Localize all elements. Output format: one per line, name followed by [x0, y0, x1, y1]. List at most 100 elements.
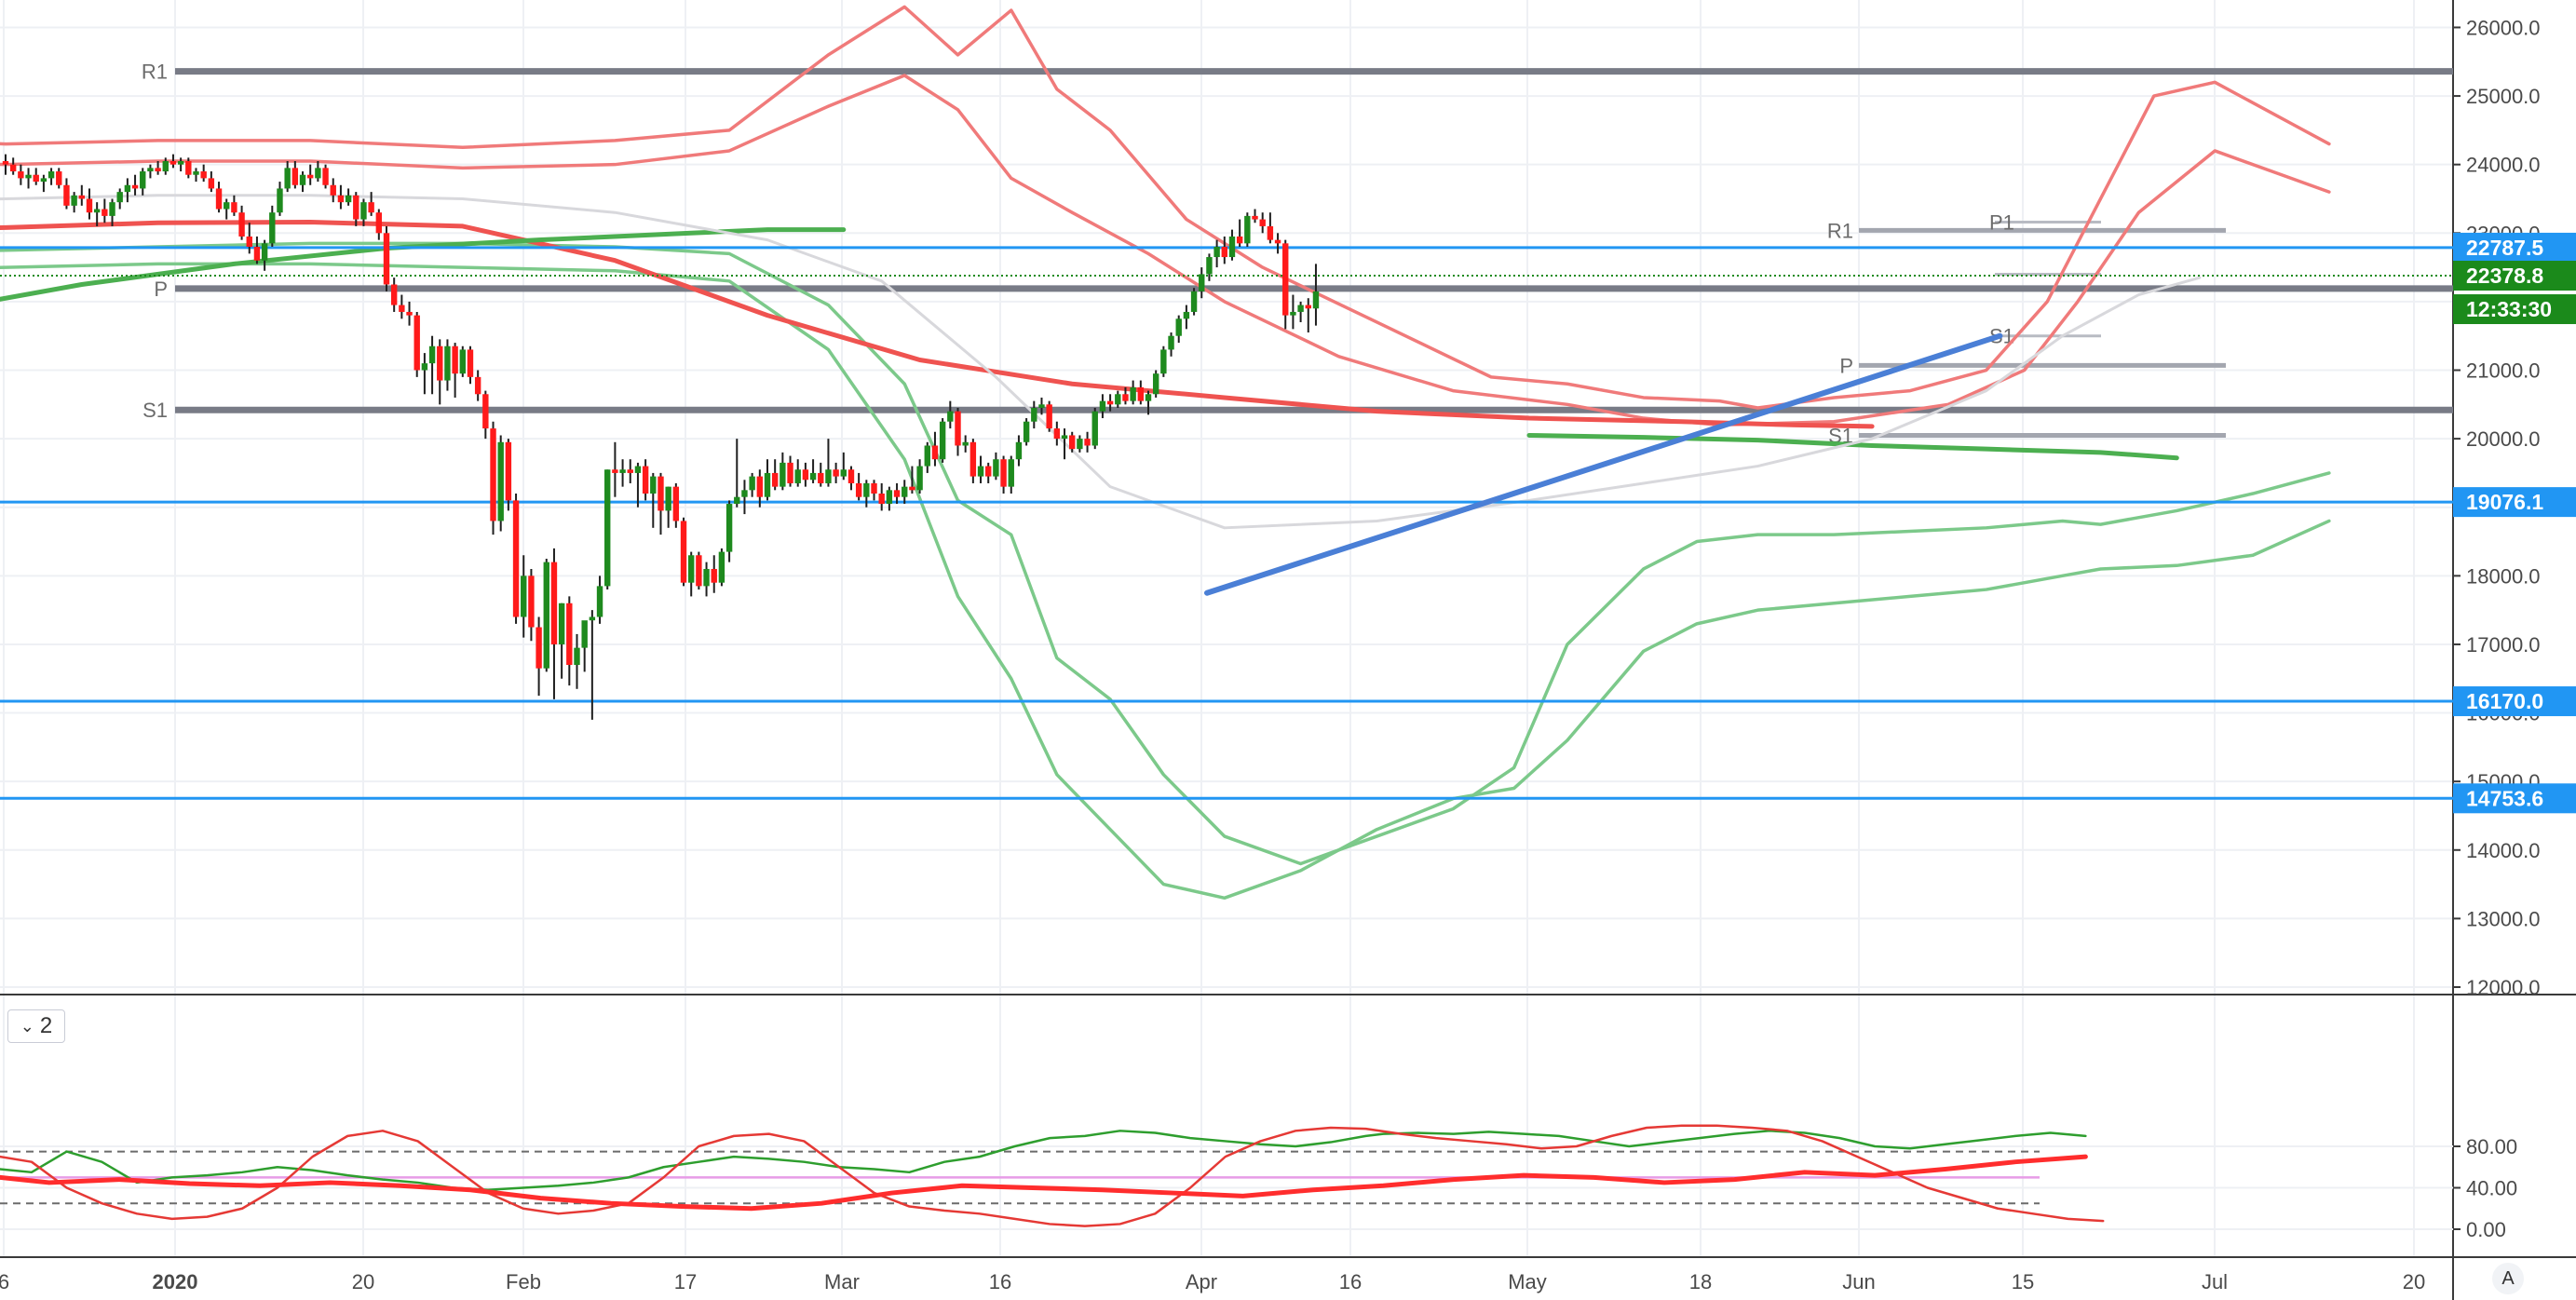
oscillator-line	[0, 1130, 2087, 1191]
candle-up	[780, 462, 786, 487]
candle-up	[25, 174, 32, 179]
candle-down	[238, 212, 245, 237]
candle-up	[1008, 459, 1014, 487]
candle-down	[756, 476, 764, 497]
candle-up	[840, 469, 847, 477]
price-tag-label: 22787.5	[2466, 236, 2543, 260]
candle-down	[672, 486, 680, 521]
price-tag-label: 12:33:30	[2466, 297, 2552, 321]
time-axis-label: Apr	[1186, 1270, 1217, 1293]
candle-down	[536, 627, 542, 669]
candle-up	[1190, 291, 1198, 312]
candle-down	[642, 466, 649, 494]
candle-up	[924, 445, 930, 467]
candle-up	[993, 459, 999, 477]
osc-axis-label: 40.00	[2466, 1177, 2517, 1200]
candle-up	[93, 209, 101, 213]
candle-up	[140, 171, 146, 189]
time-axis-label: 6	[0, 1270, 9, 1293]
price-axis-label: 12000.0	[2466, 976, 2541, 999]
candle-up	[40, 178, 47, 183]
time-axis-label: 2020	[153, 1270, 198, 1293]
candle-down	[1000, 459, 1007, 487]
candle-down	[696, 555, 702, 587]
candle-down	[658, 476, 664, 511]
candle-up	[589, 616, 596, 621]
candle-down	[353, 195, 359, 220]
candle-up	[902, 486, 908, 497]
candle-up	[947, 411, 954, 422]
candle-down	[253, 247, 261, 261]
moving-average-line	[1526, 432, 2179, 461]
candle-down	[330, 184, 336, 196]
candle-down	[505, 441, 512, 501]
candle-down	[847, 469, 855, 483]
monthly-pivot-label: P	[1839, 354, 1853, 377]
candle-down	[1267, 225, 1274, 240]
price-axis-label: 21000.0	[2466, 359, 2541, 383]
price-axis-label: 24000.0	[2466, 154, 2541, 177]
candle-up	[734, 496, 740, 505]
pivot-label: S1	[142, 399, 168, 422]
candle-up	[939, 421, 946, 460]
candle-down	[169, 160, 177, 165]
candle-down	[1069, 435, 1076, 450]
candle-up	[299, 174, 306, 185]
candle-down	[185, 160, 192, 175]
candle-up	[147, 168, 154, 172]
candle-up	[124, 184, 131, 193]
candle-up	[421, 363, 428, 371]
oscillator-collapse-button[interactable]: ⌄ 2	[7, 1009, 65, 1043]
time-axis-label: 17	[674, 1270, 697, 1293]
candle-down	[1084, 439, 1091, 446]
candle-up	[162, 160, 169, 172]
oscillator-line	[0, 1124, 2105, 1227]
candle-down	[482, 394, 489, 429]
osc-axis-label: 80.00	[2466, 1135, 2517, 1158]
candle-up	[1061, 435, 1068, 440]
pivot-label: R1	[142, 61, 168, 84]
candle-up	[863, 482, 870, 497]
price-tag-label: 19076.1	[2466, 490, 2543, 514]
candle-down	[1236, 236, 1243, 244]
candle-down	[383, 233, 390, 285]
candle-down	[802, 469, 809, 481]
candle-down	[528, 576, 535, 628]
candle-up	[1031, 407, 1037, 422]
candle-down	[368, 202, 374, 213]
candle-up	[1015, 441, 1023, 460]
auto-scale-label: A	[2501, 1267, 2515, 1289]
candle-down	[474, 376, 481, 395]
candle-down	[1053, 428, 1061, 440]
candle-up	[1312, 291, 1320, 309]
time-axis-label: 18	[1689, 1270, 1712, 1293]
candle-up	[497, 441, 504, 521]
time-axis-label: May	[1508, 1270, 1547, 1293]
candle-down	[1252, 215, 1258, 220]
candle-up	[962, 441, 969, 446]
time-axis-label: 16	[1339, 1270, 1362, 1293]
candle-up	[1130, 386, 1136, 401]
candle-up	[886, 490, 893, 505]
candle-down	[375, 212, 383, 234]
candle-down	[399, 305, 405, 312]
candle-down	[931, 445, 939, 460]
candle-down	[102, 209, 108, 216]
candle-down	[1106, 400, 1114, 405]
candle-down	[1259, 219, 1266, 226]
price-tag	[2453, 686, 2576, 717]
candle-down	[985, 466, 992, 477]
candle-up	[459, 349, 466, 374]
candle-up	[284, 168, 291, 189]
price-axis-label: 26000.0	[2466, 16, 2541, 39]
candle-up	[269, 212, 276, 244]
auto-scale-button[interactable]: A	[2492, 1263, 2524, 1294]
trend-line[interactable]	[1204, 332, 2003, 596]
candle-down	[215, 188, 223, 210]
candle-up	[1152, 373, 1159, 395]
candle-up	[703, 568, 710, 587]
candle-down	[307, 174, 314, 179]
candle-up	[71, 195, 77, 206]
candle-up	[277, 188, 283, 213]
